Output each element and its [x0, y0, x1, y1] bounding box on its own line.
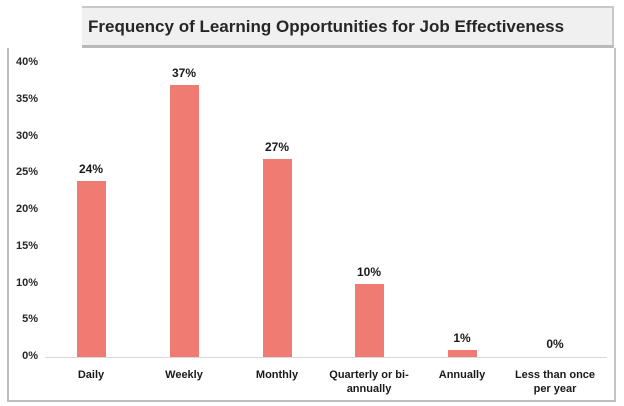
bar-monthly [262, 158, 292, 357]
y-tick-label: 30% [15, 129, 38, 142]
chart-frame [7, 48, 616, 402]
data-label: 10% [356, 264, 382, 279]
bar-daily [76, 180, 106, 357]
x-category-label-line: Daily [77, 369, 105, 381]
x-category-label-line: Annually [438, 369, 486, 381]
x-axis-baseline [45, 357, 607, 358]
x-category-label: Quarterly or bi-annually [323, 368, 415, 396]
x-category-label-line: Quarterly or bi- [329, 369, 409, 381]
y-tick-label: 5% [22, 313, 38, 326]
x-category-label: Daily [45, 368, 137, 382]
x-category-label: Weekly [138, 368, 230, 382]
x-category-label-line: Weekly [165, 369, 203, 381]
y-tick-label: 0% [22, 350, 38, 362]
y-tick-label: 15% [15, 239, 38, 252]
data-label: 27% [264, 139, 290, 154]
x-category-label: Monthly [231, 368, 323, 382]
bar-quarterly-or-bi-annually [354, 283, 384, 357]
x-category-label: Less than once per year [509, 368, 601, 396]
x-category-label-line: annually [346, 383, 392, 395]
x-category-label: Annually [416, 368, 508, 382]
chart-title: Frequency of Learning Opportunities for … [88, 17, 565, 36]
bar-annually [447, 349, 477, 357]
x-category-label-line: Monthly [255, 369, 299, 381]
bar-weekly [169, 85, 199, 357]
y-tick-label: 25% [15, 166, 38, 179]
y-tick-label: 40% [15, 56, 38, 68]
data-label: 24% [78, 161, 104, 176]
data-label: 0% [546, 337, 564, 351]
x-category-label-line: per year [533, 383, 577, 395]
x-category-label-line: Less than once [514, 369, 596, 381]
data-label: 1% [453, 330, 471, 345]
y-tick-label: 20% [15, 203, 38, 215]
chart-title-box: Frequency of Learning Opportunities for … [82, 6, 614, 48]
data-label: 37% [171, 66, 197, 81]
y-tick-label: 10% [15, 276, 38, 289]
y-tick-label: 35% [15, 92, 38, 105]
